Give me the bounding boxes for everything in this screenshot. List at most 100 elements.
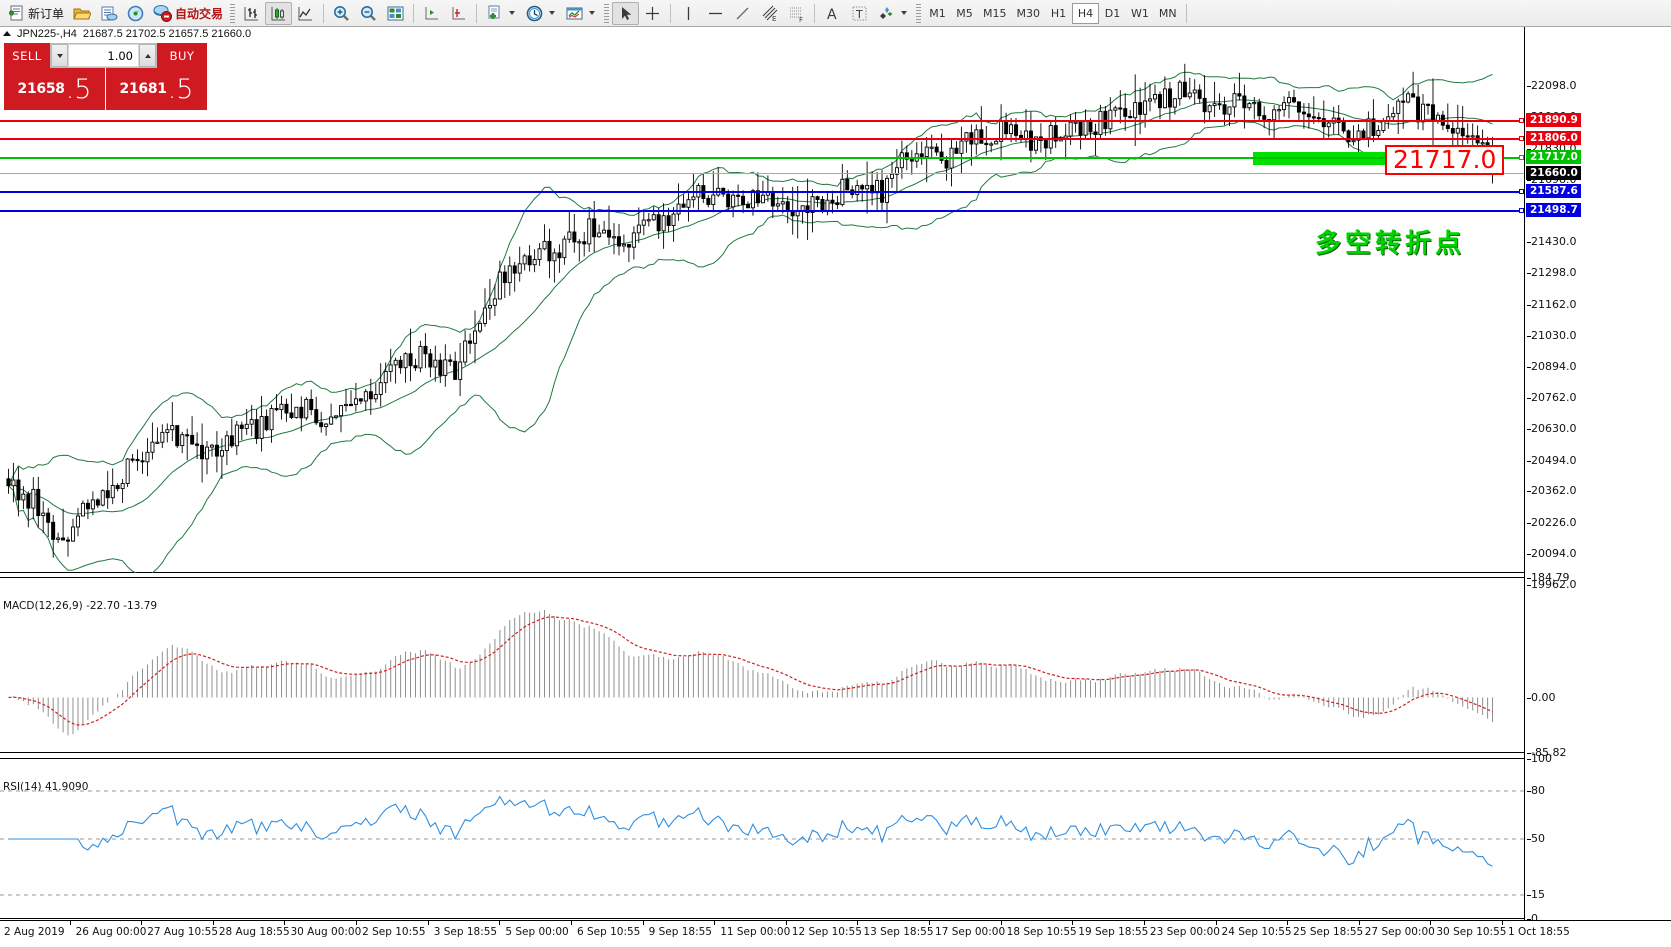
volume-input[interactable]: 1.00 — [69, 45, 138, 66]
timeframe-button-m15[interactable]: M15 — [983, 6, 1007, 20]
chinese-annotation[interactable]: 多空转折点 — [1315, 229, 1466, 259]
rsi-tick: 80 — [1527, 784, 1545, 797]
buy-price-main: 21681 — [119, 81, 168, 97]
sell-price-button[interactable]: 21658 .5 — [4, 68, 106, 110]
text-label-button[interactable]: T — [846, 2, 873, 25]
line-chart-button[interactable] — [292, 2, 319, 25]
autotrade-label: 自动交易 — [175, 6, 224, 21]
zoom-out-button[interactable] — [355, 2, 382, 25]
sell-price-main: 21658 — [17, 81, 66, 97]
price-callout-box[interactable]: 21717.0 — [1385, 145, 1505, 176]
macd-label: MACD(12,26,9) -22.70 -13.79 — [3, 600, 158, 612]
toolbar-grip-3[interactable] — [916, 3, 922, 23]
price-tick: 20762.0 — [1527, 391, 1577, 404]
chart-window: JPN225-,H4 21687.5 21702.5 21657.5 21660… — [0, 27, 1671, 947]
templates-button[interactable] — [561, 2, 601, 25]
candlestick-chart-icon — [269, 4, 288, 23]
publisher-button[interactable] — [95, 2, 122, 25]
timeframe-button-w1[interactable]: W1 — [1131, 6, 1149, 20]
timeframe-button-m30[interactable]: M30 — [1016, 6, 1041, 20]
time-tick: 2 Aug 2019 — [4, 926, 65, 938]
price-tick: 21030.0 — [1527, 328, 1577, 342]
period-chevron-down-icon[interactable] — [549, 11, 556, 15]
time-scale[interactable]: 2 Aug 2019 26 Aug 00:00 27 Aug 10:55 28 Aug… — [0, 920, 1671, 947]
shift-end-icon — [422, 4, 441, 23]
horizontal-line-button[interactable] — [702, 2, 729, 25]
sell-button[interactable]: SELL — [4, 43, 50, 68]
objects-button[interactable] — [873, 2, 913, 25]
open-data-folder-button[interactable] — [68, 2, 95, 25]
time-tick: 18 Sep 10:55 — [1000, 921, 1077, 938]
equidistant-channel-button[interactable]: E — [756, 2, 783, 25]
price-level-tag-21717-0[interactable]: 21717.0 — [1526, 150, 1581, 164]
buy-button[interactable]: BUY — [157, 43, 207, 68]
macd-panel[interactable] — [0, 577, 1524, 753]
chart-quote-line: JPN225-,H4 21687.5 21702.5 21657.5 21660… — [0, 27, 251, 40]
price-panel[interactable] — [0, 44, 1524, 573]
timeframe-button-mn[interactable]: MN — [1158, 6, 1177, 20]
time-tick: 30 Sep 10:55 — [1430, 921, 1507, 938]
trendline-button[interactable] — [729, 2, 756, 25]
price-tick: 21162.0 — [1527, 297, 1577, 311]
time-tick: 6 Sep 10:55 — [570, 921, 641, 938]
rsi-chart-canvas — [0, 790, 1524, 896]
candlestick-chart-button[interactable] — [265, 1, 293, 25]
auto-scroll-button[interactable] — [445, 2, 472, 25]
fibonacci-icon: F — [787, 4, 806, 23]
collapse-triangle-icon[interactable] — [3, 31, 11, 36]
fibonacci-button[interactable]: F — [783, 2, 810, 25]
time-tick: 11 Sep 00:00 — [714, 921, 791, 938]
timeframe-button-d1[interactable]: D1 — [1104, 6, 1121, 20]
volume-increase-button[interactable] — [139, 44, 156, 67]
price-level-tag-21660-0[interactable]: 21660.0 — [1526, 166, 1581, 180]
shift-end-button[interactable] — [418, 2, 445, 25]
rsi-panel[interactable] — [0, 758, 1524, 919]
autotrade-button[interactable]: 自动交易 — [149, 2, 227, 25]
add-indicator-button[interactable] — [481, 2, 521, 25]
add-indicator-chevron-down-icon[interactable] — [509, 11, 516, 15]
price-level-tag-21498-7[interactable]: 21498.7 — [1526, 203, 1581, 217]
price-scale[interactable]: 22098.021966.021830.021698.021566.021430… — [1524, 27, 1671, 925]
volume-decrease-button[interactable] — [51, 44, 68, 67]
price-tick: 21430.0 — [1527, 235, 1577, 249]
zoom-in-button[interactable] — [328, 2, 355, 25]
time-tick: 30 Aug 00:00 — [284, 921, 362, 938]
time-tick: 12 Sep 10:55 — [785, 921, 862, 938]
toolbar-separator-3 — [476, 3, 478, 23]
timeframe-button-m1[interactable]: M1 — [929, 6, 946, 20]
crosshair-button[interactable] — [639, 2, 666, 25]
buy-price-button[interactable]: 21681 .5 — [106, 68, 207, 110]
volume-stepper[interactable]: 1.00 — [50, 43, 157, 68]
rsi-label: RSI(14) 41.9090 — [3, 781, 89, 793]
templates-chevron-down-icon[interactable] — [589, 11, 596, 15]
time-tick: 23 Sep 00:00 — [1143, 921, 1220, 938]
price-level-tag-21890-9[interactable]: 21890.9 — [1526, 113, 1581, 127]
cursor-button[interactable] — [612, 1, 640, 25]
timeframe-button-h4[interactable]: H4 — [1072, 2, 1100, 24]
time-tick: 3 Sep 18:55 — [427, 921, 498, 938]
objects-chevron-down-icon[interactable] — [901, 11, 908, 15]
price-tick: 20362.0 — [1527, 484, 1577, 498]
timeframe-button-h1[interactable]: H1 — [1050, 6, 1067, 20]
bar-chart-button[interactable] — [238, 2, 265, 25]
new-order-icon — [6, 4, 25, 23]
price-level-tag-21587-6[interactable]: 21587.6 — [1526, 184, 1581, 198]
time-tick: 17 Sep 00:00 — [929, 921, 1006, 938]
equidistant-channel-icon: E — [760, 4, 779, 23]
time-tick: 2 Sep 10:55 — [356, 921, 426, 938]
timeframe-button-m5[interactable]: M5 — [956, 6, 973, 20]
price-tick: 20094.0 — [1527, 546, 1577, 560]
vertical-line-button[interactable] — [675, 2, 702, 25]
tile-windows-button[interactable] — [382, 2, 409, 25]
add-indicator-icon — [485, 4, 504, 23]
new-order-button[interactable]: 新订单 — [2, 2, 68, 25]
period-button[interactable] — [521, 2, 561, 25]
cursor-icon — [616, 4, 635, 23]
navigator-button[interactable] — [122, 2, 149, 25]
toolbar-grip-2[interactable] — [604, 3, 610, 23]
time-tick: 27 Aug 10:55 — [141, 921, 219, 938]
text-button[interactable]: A — [819, 2, 846, 25]
toolbar-grip[interactable] — [230, 3, 236, 23]
toolbar-separator-5 — [814, 3, 816, 23]
price-level-tag-21806-0[interactable]: 21806.0 — [1526, 131, 1581, 145]
